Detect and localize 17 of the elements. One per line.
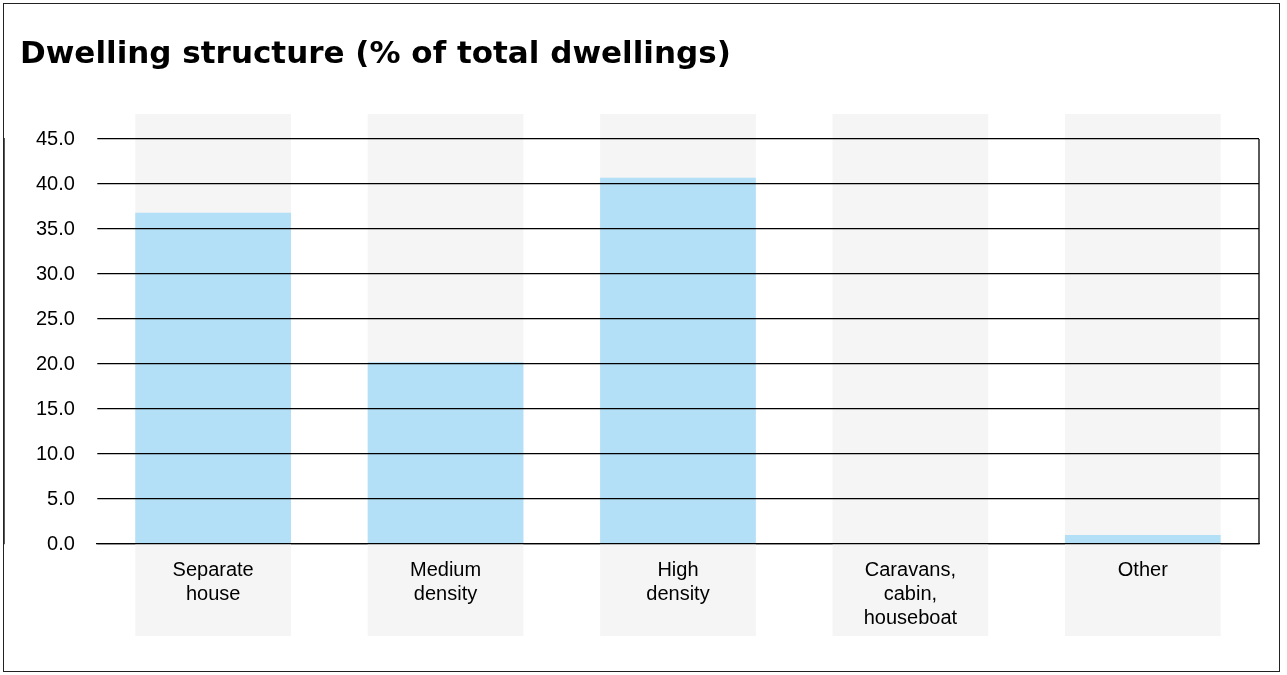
bar <box>1064 535 1221 544</box>
x-tick-label: Caravans, cabin, houseboat <box>863 557 958 628</box>
y-tick-label: 5.0 <box>47 486 75 509</box>
chart-title: Dwelling structure (% of total dwellings) <box>20 34 731 70</box>
y-tick-label: 10.0 <box>35 441 75 464</box>
y-tick-label: 30.0 <box>35 261 75 284</box>
x-tick-label: Medium density <box>409 557 482 604</box>
x-tick-label: Separate house <box>172 557 254 604</box>
y-tick-label: 25.0 <box>35 306 75 329</box>
y-tick-label: 15.0 <box>35 396 75 419</box>
y-tick-label: 45.0 <box>35 126 75 149</box>
x-tick-label: Other <box>1117 557 1169 580</box>
y-tick-label: 40.0 <box>35 171 75 194</box>
y-tick-label: 0.0 <box>47 531 75 554</box>
y-tick-label: 20.0 <box>35 351 75 374</box>
x-tick-label: High density <box>646 557 710 604</box>
y-tick-label: 35.0 <box>35 216 75 239</box>
